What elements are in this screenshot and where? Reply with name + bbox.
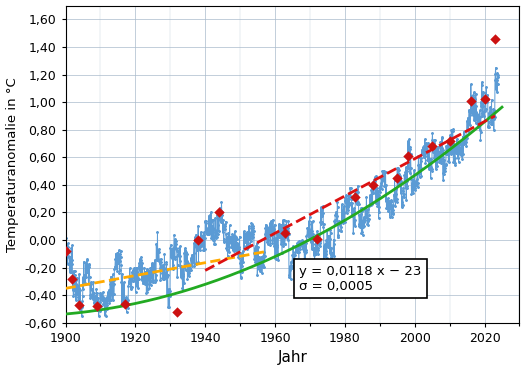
Point — [393, 175, 402, 181]
X-axis label: Jahr: Jahr — [278, 351, 308, 365]
Point — [61, 248, 70, 254]
Point — [404, 153, 412, 159]
Point — [68, 276, 77, 282]
Point — [215, 210, 223, 216]
Point — [93, 303, 101, 309]
Point — [351, 194, 360, 200]
Point — [491, 36, 499, 42]
Point — [466, 98, 475, 104]
Point — [281, 230, 290, 236]
Point — [445, 138, 454, 144]
Point — [480, 96, 489, 102]
Point — [75, 302, 83, 308]
Point — [194, 237, 203, 243]
Point — [369, 182, 377, 188]
Y-axis label: Temperaturanomalie in °C: Temperaturanomalie in °C — [6, 77, 18, 252]
Text: y = 0,0118 x − 23
σ = 0,0005: y = 0,0118 x − 23 σ = 0,0005 — [299, 265, 422, 292]
Point — [313, 236, 321, 242]
Point — [428, 143, 436, 149]
Point — [121, 301, 129, 306]
Point — [173, 309, 182, 315]
